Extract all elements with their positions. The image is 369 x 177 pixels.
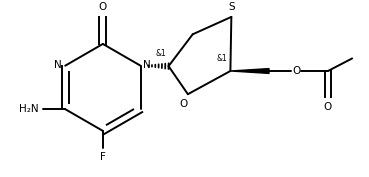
Text: O: O bbox=[179, 99, 187, 109]
Text: O: O bbox=[324, 102, 332, 112]
Text: H₂N: H₂N bbox=[18, 104, 38, 114]
Polygon shape bbox=[230, 68, 269, 73]
Text: &1: &1 bbox=[217, 54, 228, 63]
Text: N: N bbox=[144, 60, 151, 70]
Text: O: O bbox=[292, 66, 300, 76]
Text: O: O bbox=[99, 2, 107, 12]
Text: S: S bbox=[228, 2, 235, 12]
Text: &1: &1 bbox=[156, 49, 167, 58]
Text: F: F bbox=[100, 152, 106, 162]
Text: N: N bbox=[54, 60, 61, 70]
